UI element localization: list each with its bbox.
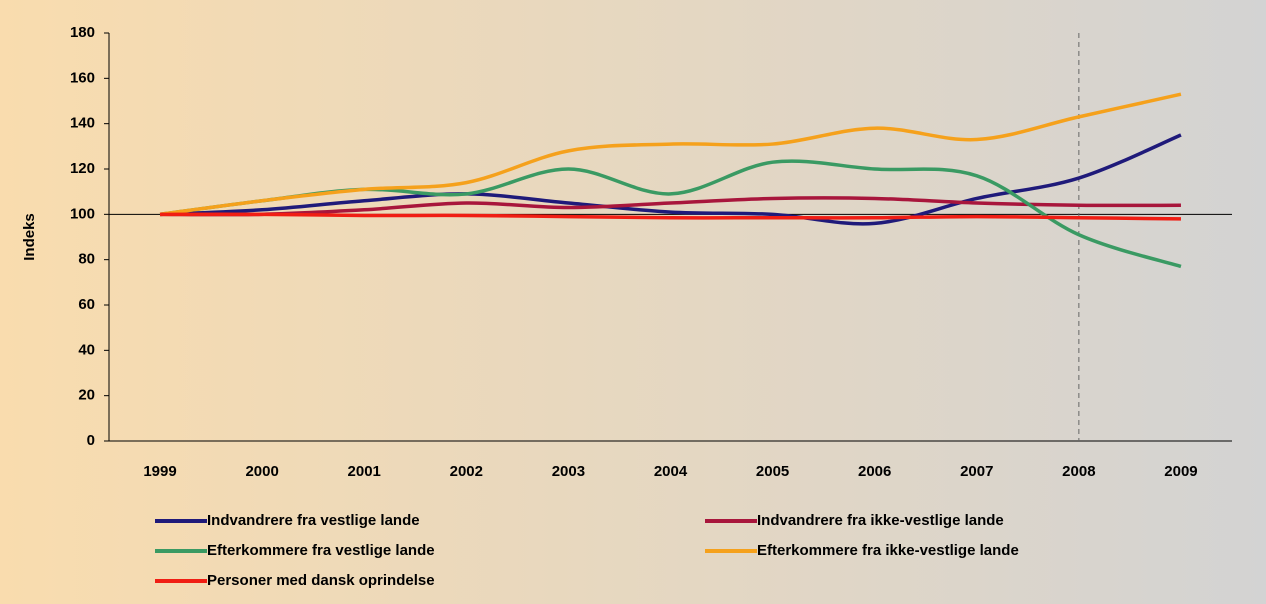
x-tick-label: 2009 xyxy=(1164,463,1197,480)
y-tick-label: 0 xyxy=(87,432,95,449)
x-tick-label: 1999 xyxy=(143,463,176,480)
y-tick-label: 160 xyxy=(70,69,95,86)
series-line xyxy=(160,196,1181,217)
legend-label: Efterkommere fra vestlige lande xyxy=(207,542,435,559)
x-tick-label: 2002 xyxy=(450,463,483,480)
y-tick-label: 140 xyxy=(70,115,95,132)
legend-label: Efterkommere fra ikke-vestlige lande xyxy=(757,542,1019,559)
y-tick-label: 100 xyxy=(70,205,95,222)
y-tick-label: 20 xyxy=(78,387,95,404)
y-tick-label: 180 xyxy=(70,24,95,41)
y-axis-label: Indeks xyxy=(21,213,38,261)
y-tick-label: 80 xyxy=(78,251,95,268)
x-tick-label: 2004 xyxy=(654,463,688,480)
y-tick-label: 40 xyxy=(78,341,95,358)
series-line xyxy=(160,212,1181,221)
legend-label: Indvandrere fra ikke-vestlige lande xyxy=(757,512,1004,529)
x-tick-label: 2003 xyxy=(552,463,585,480)
x-tick-label: 2007 xyxy=(960,463,993,480)
x-tick-label: 2001 xyxy=(348,463,381,480)
x-tick-label: 2008 xyxy=(1062,463,1095,480)
legend-label: Indvandrere fra vestlige lande xyxy=(207,512,420,529)
series-line xyxy=(159,92,1182,217)
y-tick-label: 120 xyxy=(70,160,95,177)
x-tick-label: 2006 xyxy=(858,463,891,480)
legend-label: Personer med dansk oprindelse xyxy=(207,572,435,589)
x-tick-label: 2000 xyxy=(245,463,278,480)
y-tick-label: 60 xyxy=(78,296,95,313)
x-tick-label: 2005 xyxy=(756,463,789,480)
